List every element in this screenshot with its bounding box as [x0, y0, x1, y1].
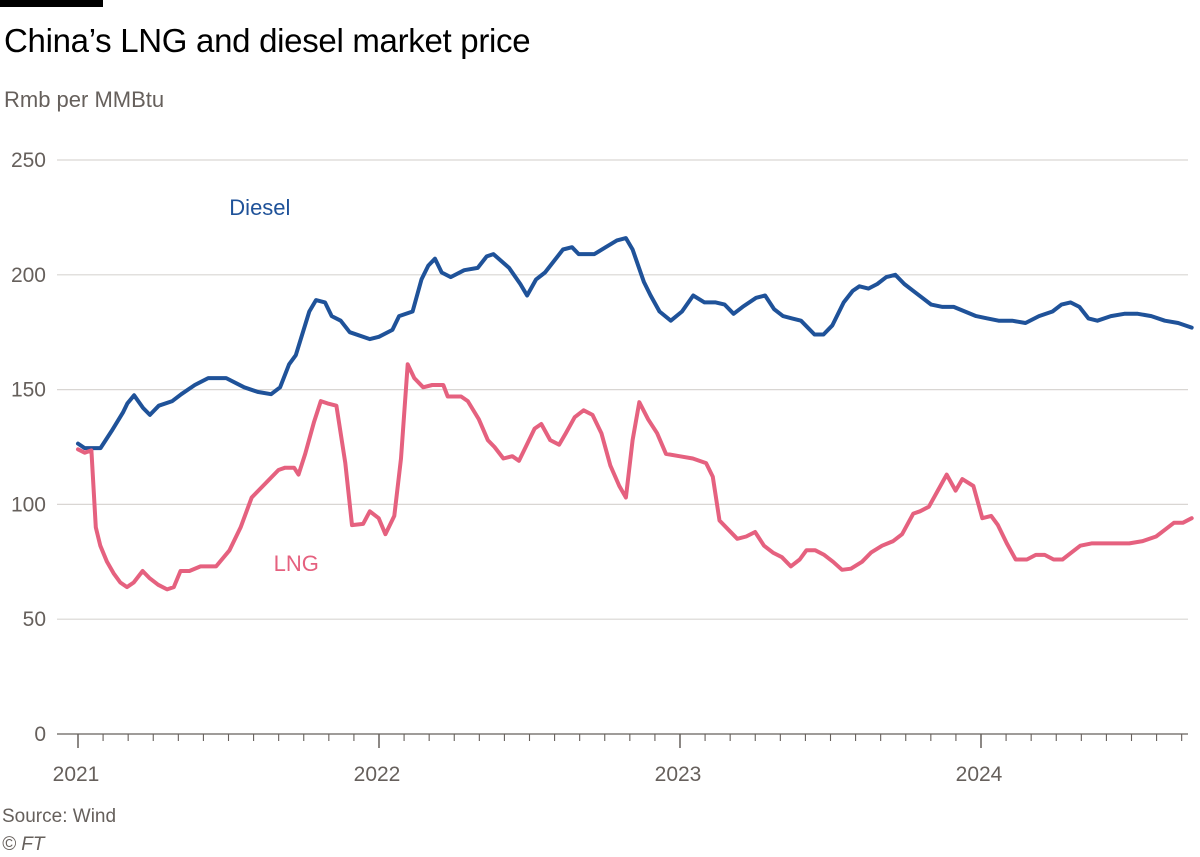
y-tick-label-200: 200 [11, 264, 46, 287]
x-tick-label-2024: 2024 [956, 763, 1003, 786]
y-tick-label-100: 100 [11, 493, 46, 516]
source-note: Source: Wind [2, 806, 117, 827]
x-tick-label-2022: 2022 [354, 763, 401, 786]
series-label-lng: LNG [274, 551, 319, 576]
series-labels: Diesel LNG [229, 195, 319, 576]
series-lines [76, 236, 1194, 592]
x-tick-label-2023: 2023 [655, 763, 702, 786]
y-axis-ticks: 0 50 100 150 200 250 [11, 149, 46, 746]
series-line-lng [76, 362, 1194, 592]
chart-subtitle: Rmb per MMBtu [4, 87, 165, 112]
series-line-diesel [76, 236, 1194, 451]
x-axis: 2021 2022 2023 2024 [53, 734, 1183, 786]
y-tick-label-150: 150 [11, 379, 46, 402]
gridlines [57, 159, 1188, 735]
y-tick-label-250: 250 [11, 149, 46, 172]
chart-title: China’s LNG and diesel market price [4, 22, 531, 59]
y-tick-label-0: 0 [34, 723, 46, 746]
copyright-credit: © FT [2, 834, 45, 855]
brand-bar [0, 0, 103, 7]
series-label-diesel: Diesel [229, 195, 290, 220]
x-tick-label-2021: 2021 [53, 763, 100, 786]
y-tick-label-50: 50 [23, 608, 46, 631]
